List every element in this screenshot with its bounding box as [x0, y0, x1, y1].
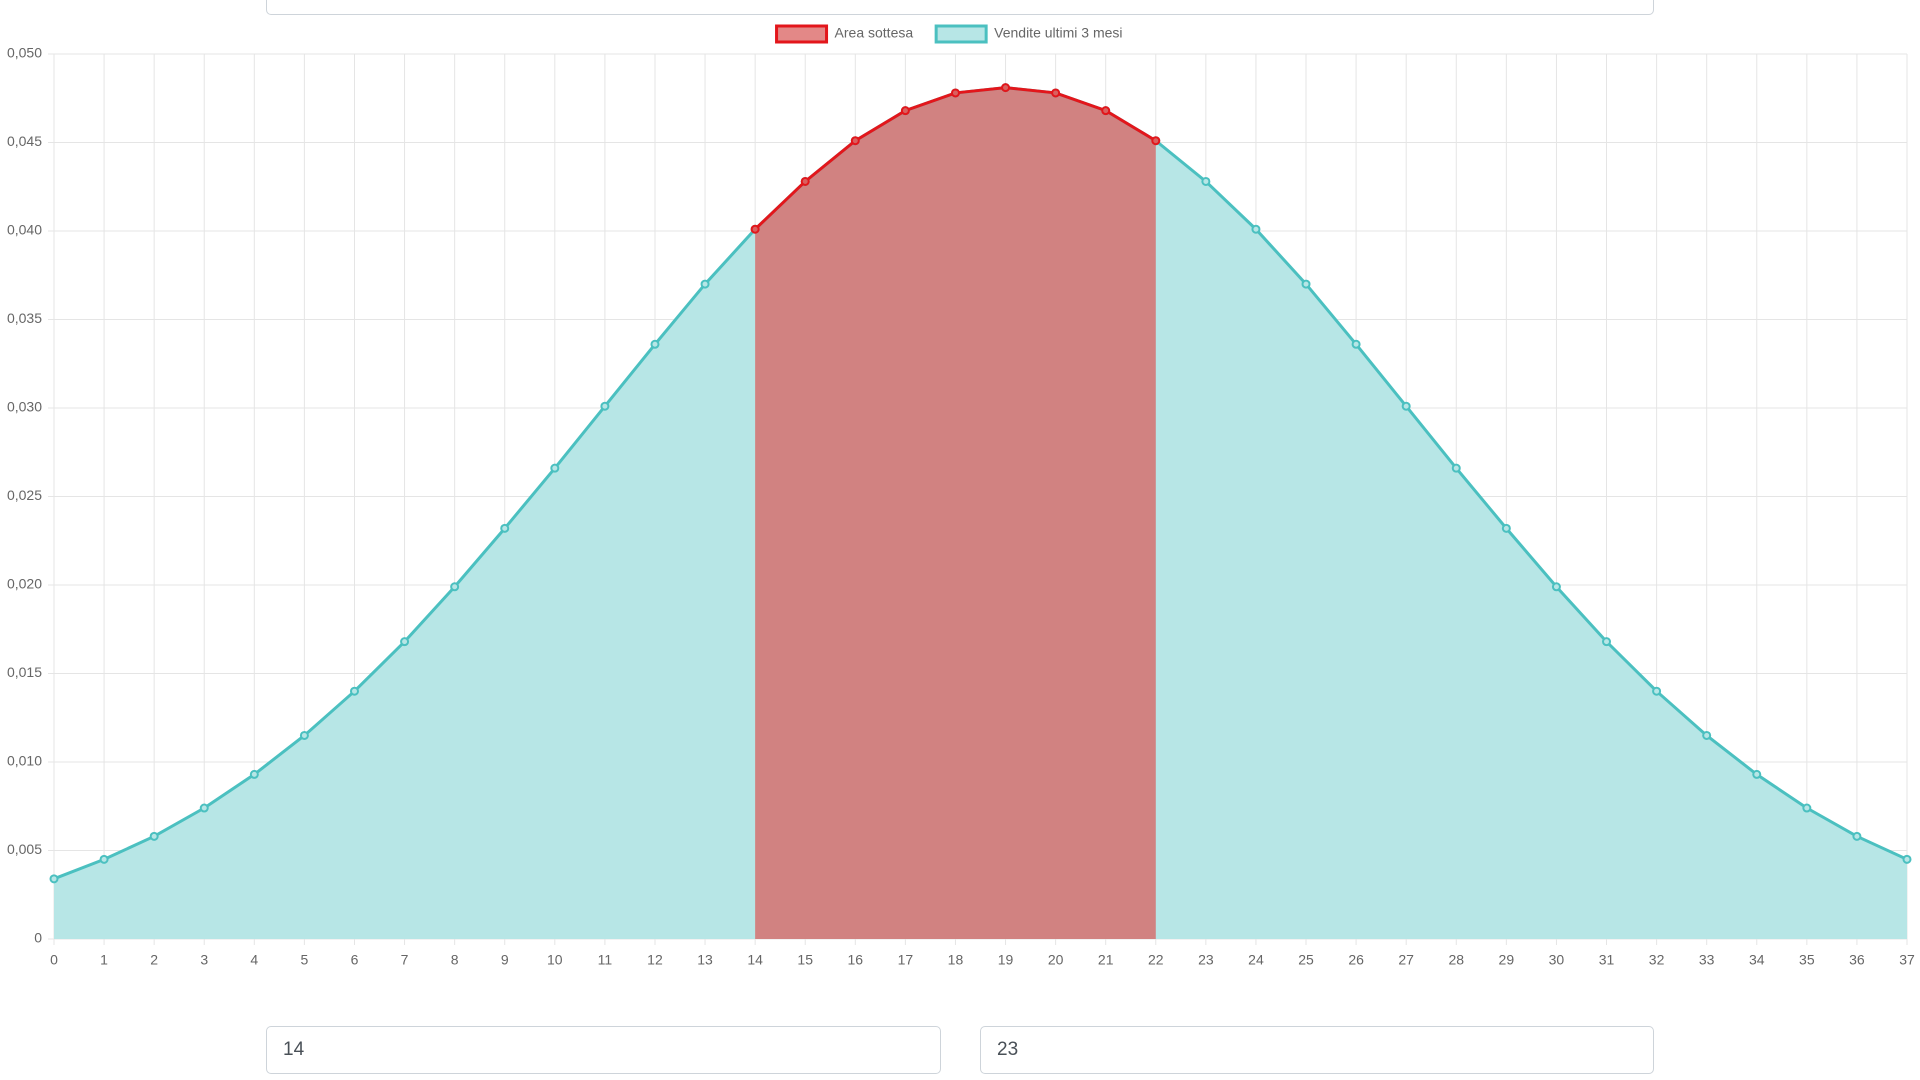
- point: [1602, 637, 1612, 647]
- point: [750, 224, 760, 234]
- point: [1902, 854, 1912, 864]
- point: [1752, 769, 1762, 779]
- y-tick-label: 0,020: [7, 576, 42, 592]
- chart: 0 0,005 0,010 0,015 0,020 0,025 0,030 0,035 0,04…: [7, 24, 1915, 968]
- legend-label: Area sottesa: [835, 25, 914, 41]
- point: [1451, 463, 1461, 473]
- y-tick-label: 0,025: [7, 487, 42, 503]
- x-tick-label: 20: [1048, 952, 1064, 968]
- y-tick-label: 0,035: [7, 310, 42, 326]
- point: [299, 730, 309, 740]
- point: [149, 831, 159, 841]
- point: [1001, 83, 1011, 93]
- point: [400, 637, 410, 647]
- x-tick-label: 27: [1398, 952, 1414, 968]
- point: [199, 803, 209, 813]
- x-tick-label: 0: [50, 952, 58, 968]
- x-tick-label: 30: [1549, 952, 1565, 968]
- point: [500, 523, 510, 533]
- y-tick-label: 0,050: [7, 45, 42, 61]
- x-tick-label: 5: [301, 952, 309, 968]
- x-tick-label: 16: [848, 952, 864, 968]
- point: [1802, 803, 1812, 813]
- x-tick-label: 2: [150, 952, 158, 968]
- point: [1401, 401, 1411, 411]
- y-tick-label: 0,015: [7, 664, 42, 680]
- y-tick-label: 0,005: [7, 841, 42, 857]
- y-tick-label: 0,010: [7, 753, 42, 769]
- x-tick-label: 4: [250, 952, 258, 968]
- point: [1501, 523, 1511, 533]
- x-tick-label: 3: [200, 952, 208, 968]
- x-tick-label: 28: [1448, 952, 1464, 968]
- legend-swatch: [934, 24, 988, 44]
- point: [1351, 339, 1361, 349]
- x-tick-label: 12: [647, 952, 663, 968]
- x-tick-label: 1: [100, 952, 108, 968]
- x-tick-label: 25: [1298, 952, 1314, 968]
- x-tick-label: 13: [697, 952, 713, 968]
- y-tick-label: 0,040: [7, 222, 42, 238]
- point: [550, 463, 560, 473]
- top-input[interactable]: [266, 0, 1654, 15]
- x-tick-label: 7: [401, 952, 409, 968]
- point: [49, 874, 59, 884]
- point: [1151, 136, 1161, 146]
- x-tick-label: 34: [1749, 952, 1765, 968]
- area-fill: [755, 87, 1156, 939]
- point: [650, 339, 660, 349]
- to-input[interactable]: 23: [980, 1026, 1654, 1074]
- point: [600, 401, 610, 411]
- point: [850, 136, 860, 146]
- legend-label: Vendite ultimi 3 mesi: [994, 25, 1122, 41]
- x-tick-label: 24: [1248, 952, 1264, 968]
- x-tick-label: 21: [1098, 952, 1114, 968]
- legend-swatch: [775, 24, 829, 44]
- x-tick-label: 19: [998, 952, 1014, 968]
- x-tick-label: 29: [1499, 952, 1515, 968]
- x-tick-label: 23: [1198, 952, 1214, 968]
- x-tick-label: 26: [1348, 952, 1364, 968]
- point: [349, 686, 359, 696]
- point: [1201, 176, 1211, 186]
- point: [1551, 582, 1561, 592]
- x-tick-label: 11: [598, 952, 613, 968]
- point: [1652, 686, 1662, 696]
- point: [1251, 224, 1261, 234]
- point: [249, 769, 259, 779]
- x-tick-label: 10: [547, 952, 563, 968]
- x-tick-label: 14: [747, 952, 763, 968]
- point: [1702, 730, 1712, 740]
- y-tick-label: 0: [34, 930, 42, 946]
- x-tick-label: 6: [351, 952, 359, 968]
- point: [900, 106, 910, 116]
- x-tick-label: 22: [1148, 952, 1164, 968]
- point: [1101, 106, 1111, 116]
- point: [450, 582, 460, 592]
- y-tick-label: 0,030: [7, 399, 42, 415]
- point: [1301, 279, 1311, 289]
- x-tick-label: 36: [1849, 952, 1865, 968]
- x-tick-label: 35: [1799, 952, 1815, 968]
- x-tick-label: 37: [1899, 952, 1915, 968]
- x-tick-label: 33: [1699, 952, 1715, 968]
- x-tick-label: 18: [948, 952, 964, 968]
- point: [800, 176, 810, 186]
- x-tick-label: 9: [501, 952, 509, 968]
- y-tick-label: 0,045: [7, 133, 42, 149]
- x-tick-label: 17: [898, 952, 914, 968]
- from-input[interactable]: 14: [266, 1026, 941, 1074]
- point: [99, 854, 109, 864]
- x-tick-label: 32: [1649, 952, 1665, 968]
- x-tick-label: 31: [1599, 952, 1615, 968]
- x-tick-label: 15: [797, 952, 813, 968]
- point: [700, 279, 710, 289]
- x-tick-label: 8: [451, 952, 459, 968]
- point: [1852, 831, 1862, 841]
- point: [1051, 88, 1061, 98]
- point: [950, 88, 960, 98]
